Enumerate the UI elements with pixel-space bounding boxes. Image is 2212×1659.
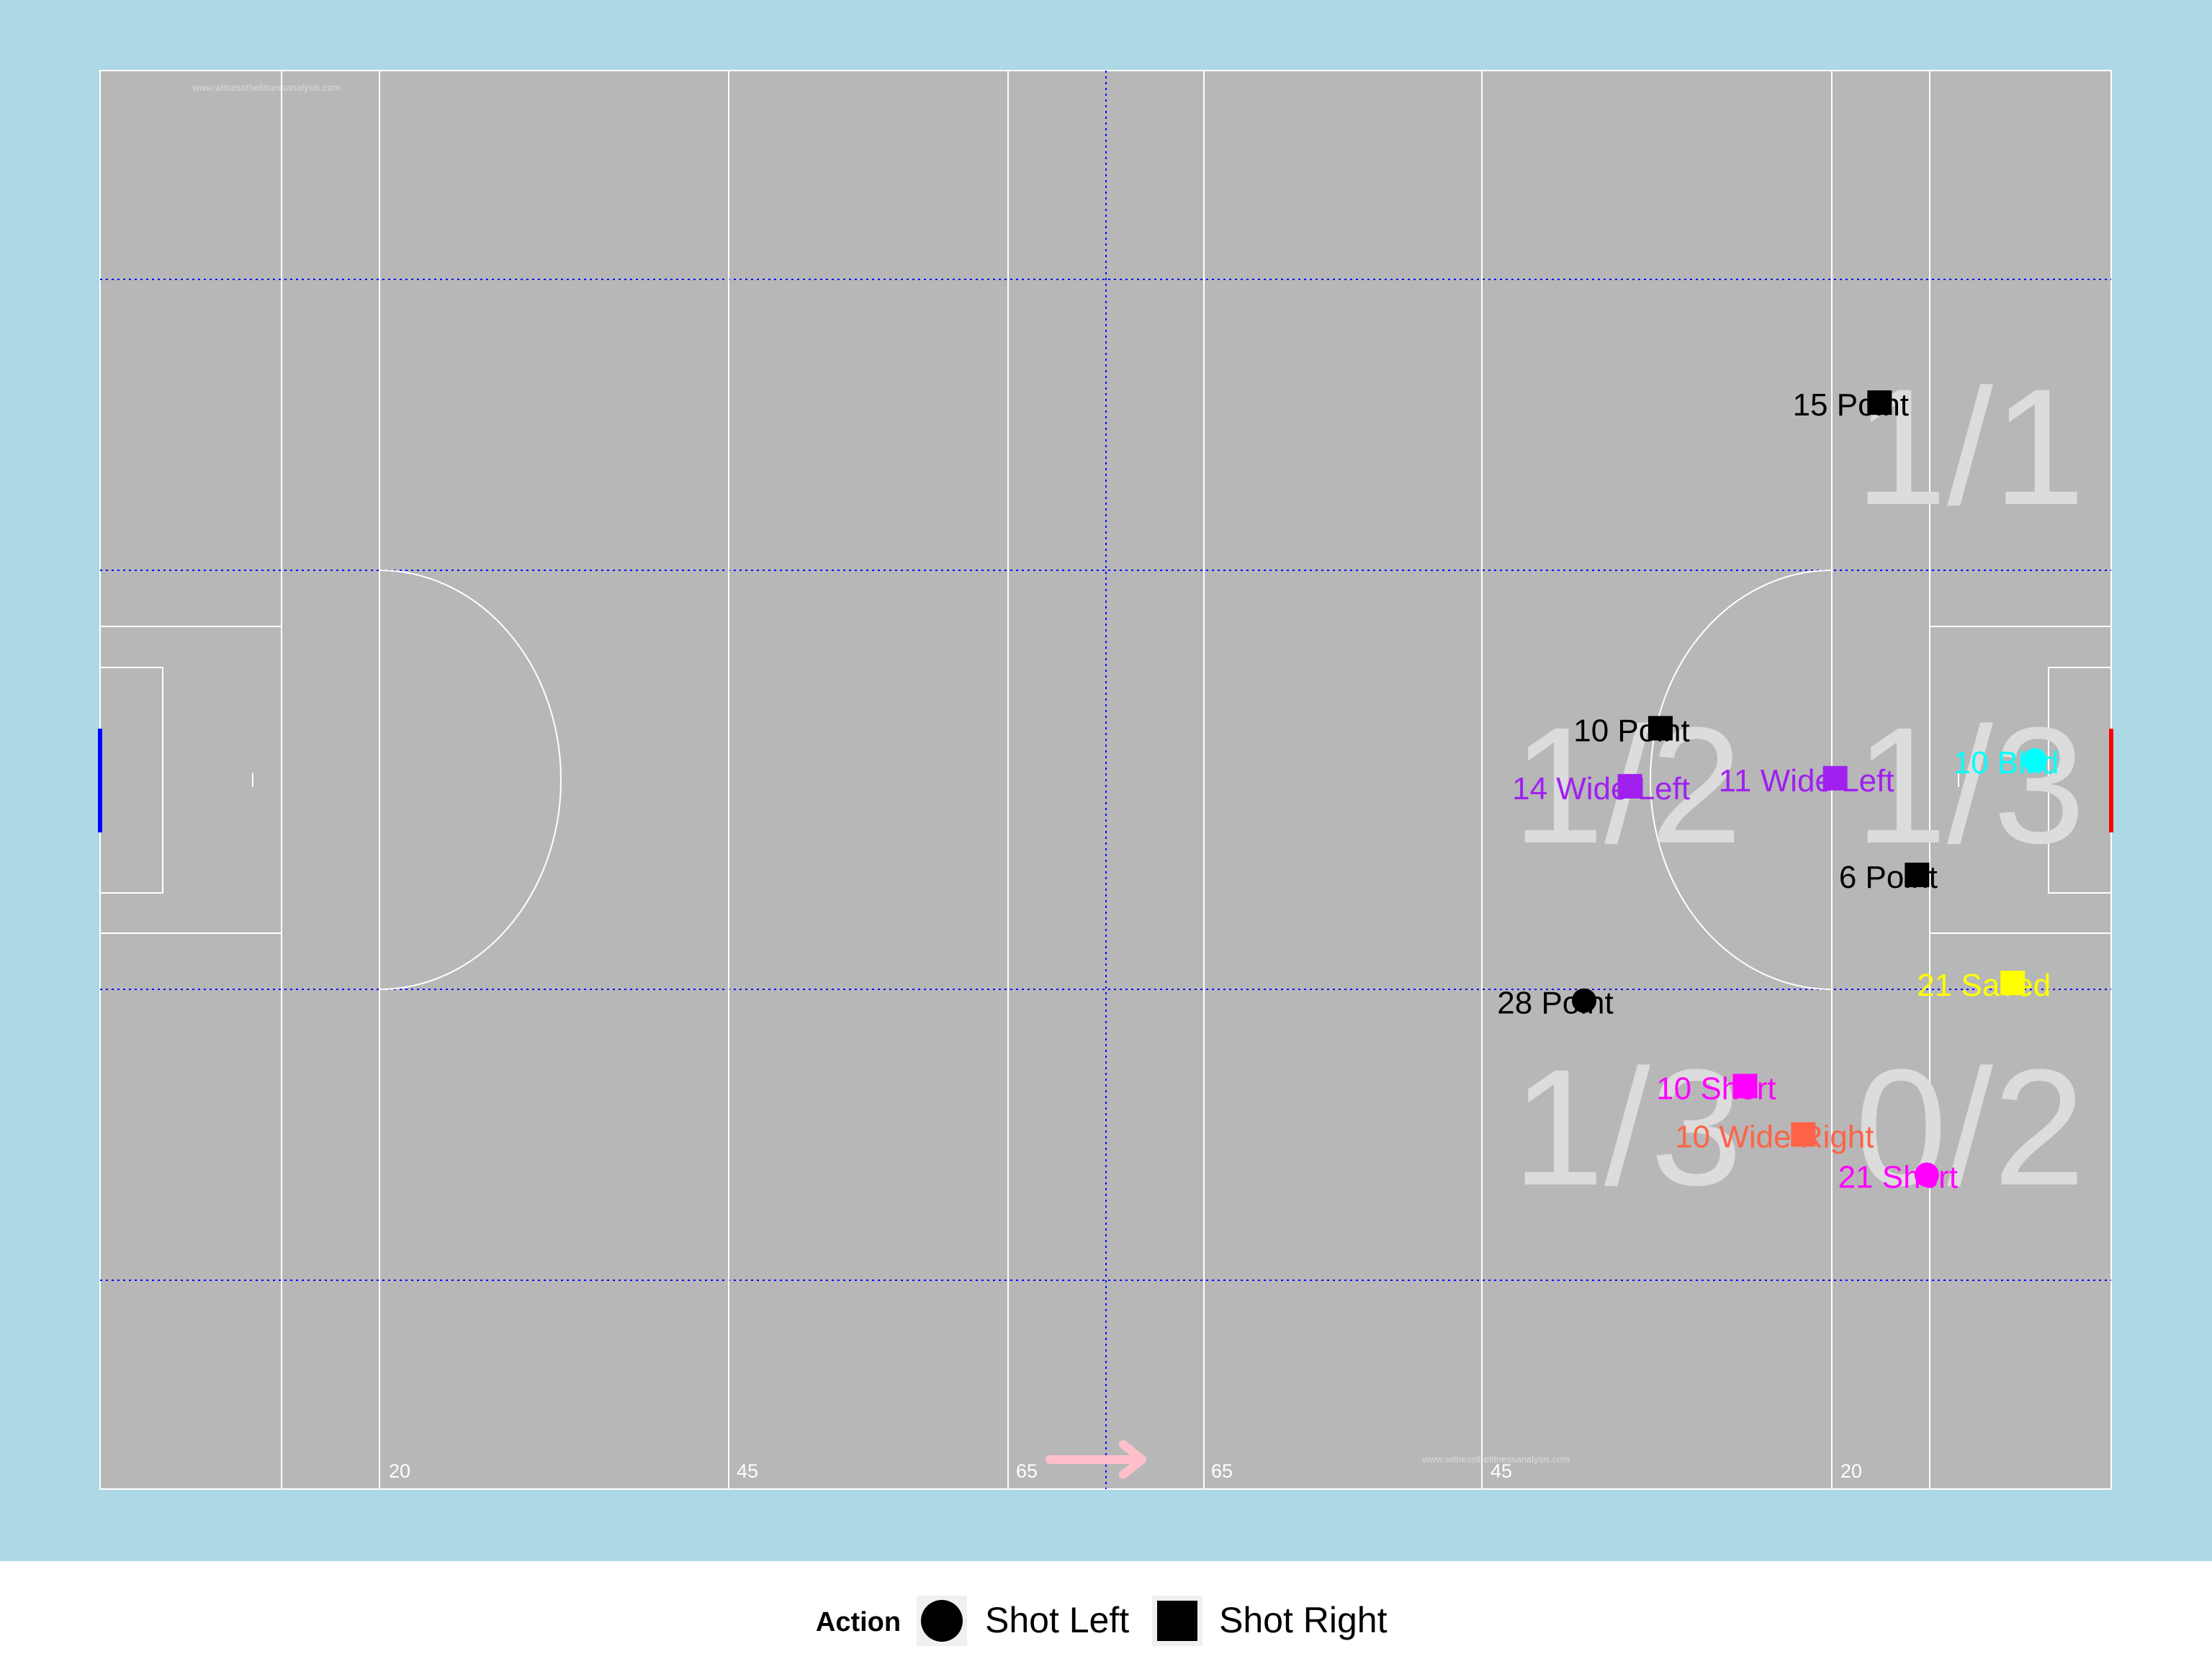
- shot-points: 15 Point 10 Point 14 Wide Left 11 Wide Left…: [1497, 387, 2059, 1195]
- shot-point: [2000, 971, 2026, 996]
- shot-point: [1617, 773, 1642, 799]
- legend-title: Action: [816, 1607, 901, 1637]
- zone-grid: [100, 71, 2111, 1489]
- shot-point: [1905, 863, 1930, 888]
- shot-label: 11 Wide Left: [1719, 763, 1894, 799]
- distance-marker: 20: [1840, 1460, 1862, 1482]
- zone-label: 1/3: [1855, 693, 2085, 878]
- shot-point: [2023, 748, 2048, 773]
- distance-marker: 45: [737, 1460, 758, 1482]
- shot-point: [1732, 1074, 1758, 1099]
- distance-markers: 20 45 65 65 45 20: [389, 1460, 1862, 1482]
- shot-label: 10 Point: [1573, 713, 1689, 748]
- zone-label: 1/1: [1855, 354, 2085, 539]
- legend: Action Shot Left Shot Right: [816, 1596, 1388, 1646]
- shot-label: 10 Short: [1656, 1071, 1776, 1106]
- zone-label: 1/3: [1512, 1035, 1743, 1220]
- shot-point: [1647, 716, 1673, 741]
- watermark-bottom: www.witnessthefitnessanalysis.com: [1421, 1454, 1570, 1465]
- watermark-top: www.witnessthefitnessanalysis.com: [192, 82, 340, 93]
- zone-labels: 1/11/2 1/31/3 0/2: [1512, 354, 2085, 1220]
- shot-point: [1791, 1122, 1816, 1147]
- shot-point: [1867, 390, 1892, 415]
- legend-circle-icon: [921, 1600, 963, 1642]
- pitch-markings: [98, 71, 2113, 1489]
- legend-label-shot-left: Shot Left: [985, 1600, 1129, 1640]
- zone-label: 0/2: [1855, 1035, 2085, 1220]
- shot-point: [1572, 988, 1597, 1013]
- shot-label: 28 Point: [1497, 986, 1613, 1021]
- distance-marker: 45: [1491, 1460, 1512, 1482]
- left-goal: [98, 729, 102, 832]
- shot-label: 10 Wide Right: [1675, 1120, 1874, 1155]
- shot-label: 10 Blkd: [1954, 745, 2059, 781]
- distance-marker: 20: [389, 1460, 410, 1482]
- distance-marker: 65: [1016, 1460, 1038, 1482]
- direction-arrow-icon: [1046, 1440, 1146, 1479]
- distance-marker: 65: [1211, 1460, 1233, 1482]
- shot-label: 21 Short: [1838, 1159, 1958, 1195]
- right-goal: [2109, 729, 2113, 832]
- legend-square-icon: [1157, 1601, 1197, 1641]
- shot-point: [1914, 1162, 1939, 1187]
- shot-label: 21 Saved: [1917, 968, 2051, 1003]
- right-arc: [1650, 570, 1833, 990]
- shot-label: 14 Wide Left: [1512, 771, 1690, 806]
- shot-point: [1822, 765, 1848, 791]
- shot-label: 15 Point: [1793, 387, 1909, 423]
- shot-label: 6 Point: [1839, 860, 1938, 895]
- left-arc: [379, 570, 562, 990]
- legend-label-shot-right: Shot Right: [1219, 1600, 1388, 1640]
